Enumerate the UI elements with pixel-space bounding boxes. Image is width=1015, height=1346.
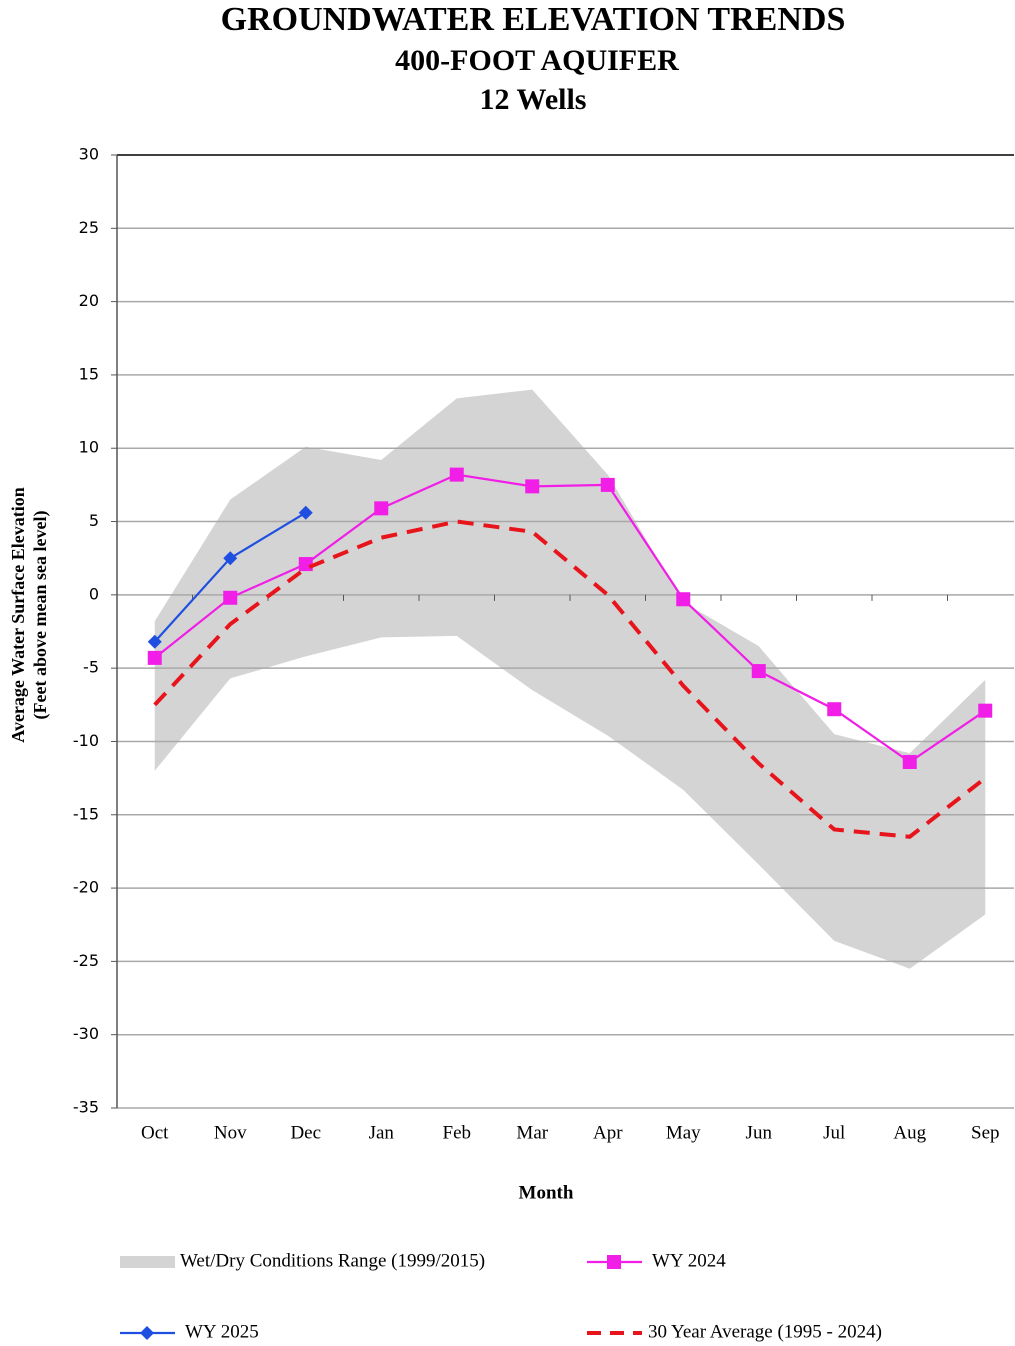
chart-subtitle: 12 Wells	[480, 83, 587, 116]
x-tick-label: Sep	[971, 1122, 1000, 1143]
y-tick-label: -35	[73, 1098, 99, 1117]
y-tick-label: 20	[79, 291, 99, 310]
x-tick-label: Nov	[214, 1122, 247, 1143]
legend-label: WY 2025	[185, 1321, 259, 1342]
marker	[147, 634, 162, 649]
legend-marker	[607, 1255, 621, 1269]
range-area	[154, 389, 986, 969]
y-tick-label: -5	[83, 658, 99, 677]
legend-label: WY 2024	[652, 1250, 726, 1271]
marker	[223, 551, 238, 566]
y-tick-label: 15	[79, 364, 99, 383]
y-tick-label: 10	[79, 438, 99, 457]
y-tick-label: -10	[73, 731, 99, 750]
x-tick-label: Dec	[290, 1122, 321, 1143]
marker	[449, 467, 464, 482]
marker	[298, 557, 313, 572]
y-tick-label: -25	[73, 951, 99, 970]
legend-item: WY 2024	[587, 1250, 726, 1271]
marker	[751, 664, 766, 679]
y-tick-label: -30	[73, 1024, 99, 1043]
legend-marker	[140, 1326, 154, 1340]
x-tick-label: Feb	[443, 1122, 472, 1143]
marker	[374, 501, 389, 516]
marker	[902, 754, 917, 769]
marker	[978, 703, 993, 718]
marker	[676, 592, 691, 607]
legend-item: WY 2025	[120, 1321, 259, 1342]
y-tick-label: -20	[73, 878, 99, 897]
chart-subtitle: 400-FOOT AQUIFER	[395, 44, 679, 77]
y-axis-label: (Feet above mean sea level)	[30, 511, 51, 720]
legend-item: Wet/Dry Conditions Range (1999/2015)	[120, 1250, 485, 1271]
chart-title: GROUNDWATER ELEVATION TRENDS	[221, 1, 846, 38]
legend-label: Wet/Dry Conditions Range (1999/2015)	[180, 1250, 485, 1271]
y-tick-label: -15	[73, 804, 99, 823]
marker	[525, 479, 540, 494]
x-tick-label: Mar	[516, 1122, 548, 1143]
y-tick-label: 25	[79, 218, 99, 237]
x-tick-label: Apr	[593, 1122, 623, 1143]
x-tick-label: Jan	[369, 1122, 395, 1143]
x-tick-label: Oct	[141, 1122, 169, 1143]
x-axis-label: Month	[519, 1182, 574, 1203]
legend-item: 30 Year Average (1995 - 2024)	[587, 1321, 882, 1342]
x-tick-label: May	[666, 1122, 701, 1143]
marker	[298, 505, 313, 520]
marker	[223, 590, 238, 605]
marker	[827, 702, 842, 717]
x-tick-label: Jun	[746, 1122, 773, 1143]
series-line	[153, 519, 987, 839]
y-tick-label: 0	[89, 584, 99, 603]
y-axis-label: Average Water Surface Elevation	[8, 487, 28, 742]
marker	[600, 477, 615, 492]
legend-swatch	[120, 1256, 175, 1268]
y-tick-label: 5	[89, 511, 99, 530]
x-tick-label: Jul	[823, 1122, 845, 1143]
x-tick-label: Aug	[893, 1122, 926, 1143]
y-tick-label: 30	[79, 145, 99, 164]
series-line	[154, 473, 986, 764]
marker	[147, 650, 162, 665]
legend-label: 30 Year Average (1995 - 2024)	[648, 1321, 882, 1342]
